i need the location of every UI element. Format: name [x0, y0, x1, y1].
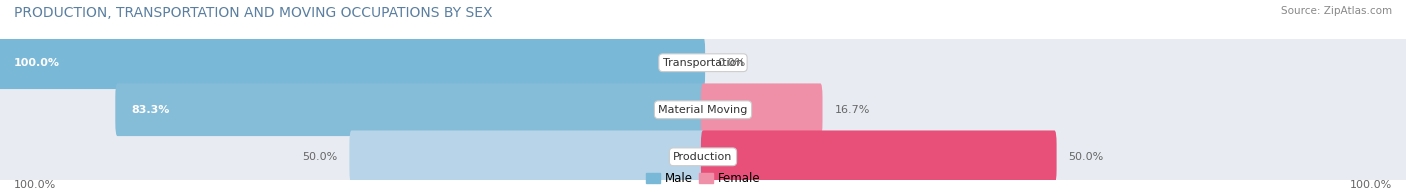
- Text: Production: Production: [673, 152, 733, 162]
- FancyBboxPatch shape: [0, 116, 1406, 196]
- FancyBboxPatch shape: [0, 36, 704, 89]
- FancyBboxPatch shape: [350, 131, 706, 183]
- Text: Material Moving: Material Moving: [658, 105, 748, 115]
- Text: Source: ZipAtlas.com: Source: ZipAtlas.com: [1281, 6, 1392, 16]
- FancyBboxPatch shape: [700, 131, 1057, 183]
- Text: 50.0%: 50.0%: [1069, 152, 1104, 162]
- Legend: Male, Female: Male, Female: [641, 168, 765, 190]
- Text: 50.0%: 50.0%: [302, 152, 337, 162]
- Text: Transportation: Transportation: [662, 58, 744, 68]
- FancyBboxPatch shape: [0, 22, 1406, 103]
- Text: 16.7%: 16.7%: [835, 105, 870, 115]
- Text: 100.0%: 100.0%: [1350, 180, 1392, 190]
- FancyBboxPatch shape: [115, 83, 704, 136]
- Text: 0.0%: 0.0%: [717, 58, 745, 68]
- Text: PRODUCTION, TRANSPORTATION AND MOVING OCCUPATIONS BY SEX: PRODUCTION, TRANSPORTATION AND MOVING OC…: [14, 6, 492, 20]
- Text: 100.0%: 100.0%: [14, 58, 60, 68]
- Text: 83.3%: 83.3%: [132, 105, 170, 115]
- FancyBboxPatch shape: [700, 83, 823, 136]
- Text: 100.0%: 100.0%: [14, 180, 56, 190]
- FancyBboxPatch shape: [0, 69, 1406, 150]
